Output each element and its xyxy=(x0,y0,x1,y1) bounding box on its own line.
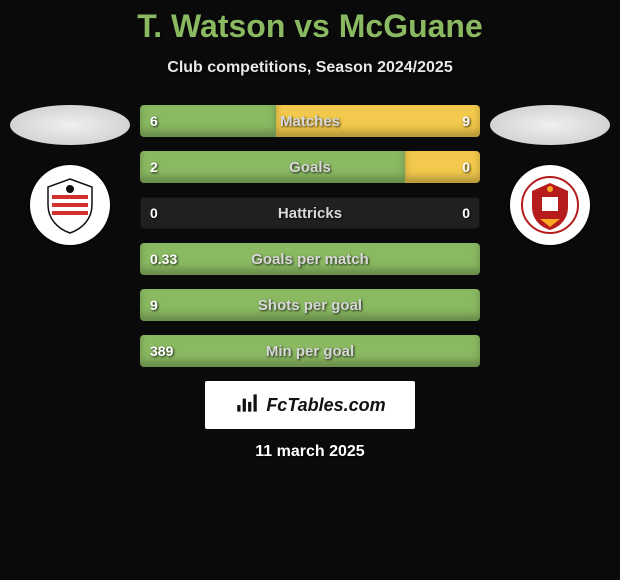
stat-row: 2Goals0 xyxy=(140,151,480,183)
stat-label: Goals xyxy=(140,151,480,183)
branding-text: FcTables.com xyxy=(266,395,385,416)
stat-label: Matches xyxy=(140,105,480,137)
comparison-title: T. Watson vs McGuane xyxy=(0,0,620,45)
generation-date: 11 march 2025 xyxy=(0,443,620,461)
stat-row: 6Matches9 xyxy=(140,105,480,137)
club-left-crest xyxy=(30,165,110,245)
stat-label: Goals per match xyxy=(140,243,480,275)
stat-value-right: 9 xyxy=(462,105,470,137)
player-left-column xyxy=(10,105,130,245)
stat-row: 0Hattricks0 xyxy=(140,197,480,229)
comparison-content: 6Matches92Goals00Hattricks00.33Goals per… xyxy=(0,105,620,367)
comparison-subtitle: Club competitions, Season 2024/2025 xyxy=(0,59,620,77)
stat-row: 0.33Goals per match xyxy=(140,243,480,275)
stat-label: Min per goal xyxy=(140,335,480,367)
stat-value-right: 0 xyxy=(462,197,470,229)
branding-badge: FcTables.com xyxy=(205,381,415,429)
branding-chart-icon xyxy=(234,390,260,421)
stat-label: Hattricks xyxy=(140,197,480,229)
player-right-column xyxy=(490,105,610,245)
stat-value-right: 0 xyxy=(462,151,470,183)
stat-label: Shots per goal xyxy=(140,289,480,321)
player-right-headshot xyxy=(490,105,610,145)
player-left-headshot xyxy=(10,105,130,145)
club-right-crest xyxy=(510,165,590,245)
stat-row: 389Min per goal xyxy=(140,335,480,367)
stat-bars: 6Matches92Goals00Hattricks00.33Goals per… xyxy=(140,105,480,367)
stat-row: 9Shots per goal xyxy=(140,289,480,321)
